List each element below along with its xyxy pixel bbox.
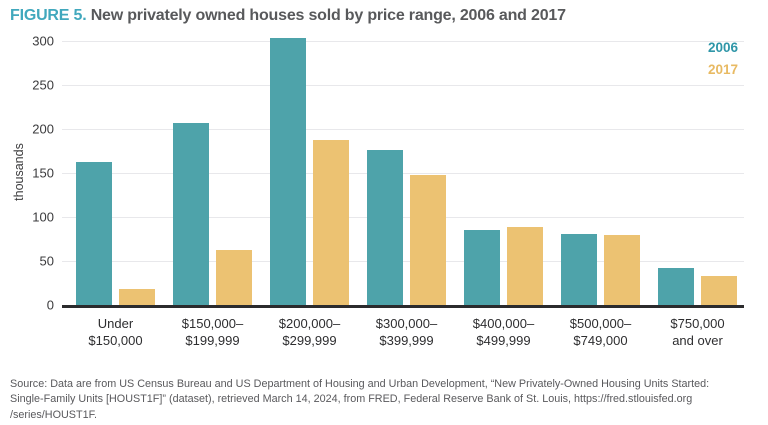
y-tick-label: 50 xyxy=(39,253,54,269)
bar-group xyxy=(464,226,543,305)
bar-group xyxy=(270,38,349,305)
gridline xyxy=(62,129,744,130)
y-tick-label: 0 xyxy=(46,297,54,313)
x-axis-labels: Under $150,000 $150,000– $199,999 $200,000… xyxy=(62,315,744,349)
bar-2006 xyxy=(173,122,209,305)
bar-group xyxy=(76,161,155,305)
bar-2006 xyxy=(367,150,403,305)
x-category-label: $200,000– $299,999 xyxy=(278,316,341,348)
x-category-label: $500,000– $749,000 xyxy=(569,316,632,348)
x-axis-line xyxy=(62,305,744,308)
bar-group xyxy=(561,233,640,305)
source-line: Source: Data are from US Census Bureau a… xyxy=(10,378,710,390)
legend-item-2006: 2006 xyxy=(707,40,738,55)
legend-item-2017: 2017 xyxy=(707,62,738,77)
bar-2006 xyxy=(76,161,112,305)
bar-group xyxy=(367,150,446,305)
source-line: /series/HOUST1F. xyxy=(10,408,97,421)
x-category-label: $400,000– $499,999 xyxy=(472,316,535,348)
bar-group xyxy=(658,268,737,305)
y-tick-label: 250 xyxy=(32,77,54,93)
bar-2017 xyxy=(604,235,640,305)
y-axis-ticks: 0 50 100 150 200 250 300 xyxy=(0,35,56,312)
y-tick-label: 300 xyxy=(32,33,54,49)
chart-legend: 2006 2017 xyxy=(708,37,738,81)
bar-2006 xyxy=(464,230,500,305)
source-line: Single-Family Units [HOUST1F]” (dataset)… xyxy=(10,393,693,406)
bar-2017 xyxy=(313,140,349,305)
x-category-label: $750,000 and over xyxy=(670,316,725,348)
x-category-label: $150,000– $199,999 xyxy=(181,316,244,348)
figure-title: FIGURE 5. New privately owned houses sol… xyxy=(10,7,566,25)
source-note: Source: Data are from US Census Bureau a… xyxy=(10,377,760,423)
plot-area xyxy=(62,38,744,305)
bar-2017 xyxy=(216,250,252,305)
x-category-label: Under $150,000 xyxy=(88,316,143,348)
gridline xyxy=(62,217,744,218)
y-tick-label: 200 xyxy=(32,121,54,137)
y-tick-label: 150 xyxy=(32,165,54,181)
bar-group xyxy=(173,122,252,305)
figure-number: FIGURE 5. xyxy=(10,7,87,24)
bar-2006 xyxy=(270,38,306,305)
gridline xyxy=(62,41,744,42)
gridline xyxy=(62,173,744,174)
bar-2017 xyxy=(119,289,155,305)
gridline xyxy=(62,85,744,86)
bar-2017 xyxy=(410,174,446,305)
figure-title-text: New privately owned houses sold by price… xyxy=(90,7,566,24)
bar-2006 xyxy=(561,233,597,305)
x-category-label: $300,000– $399,999 xyxy=(375,316,438,348)
gridline xyxy=(62,261,744,262)
bars-row xyxy=(62,38,744,305)
bar-2017 xyxy=(507,226,543,305)
y-tick-label: 100 xyxy=(32,209,54,225)
bar-2006 xyxy=(658,268,694,305)
bar-2017 xyxy=(701,275,737,305)
